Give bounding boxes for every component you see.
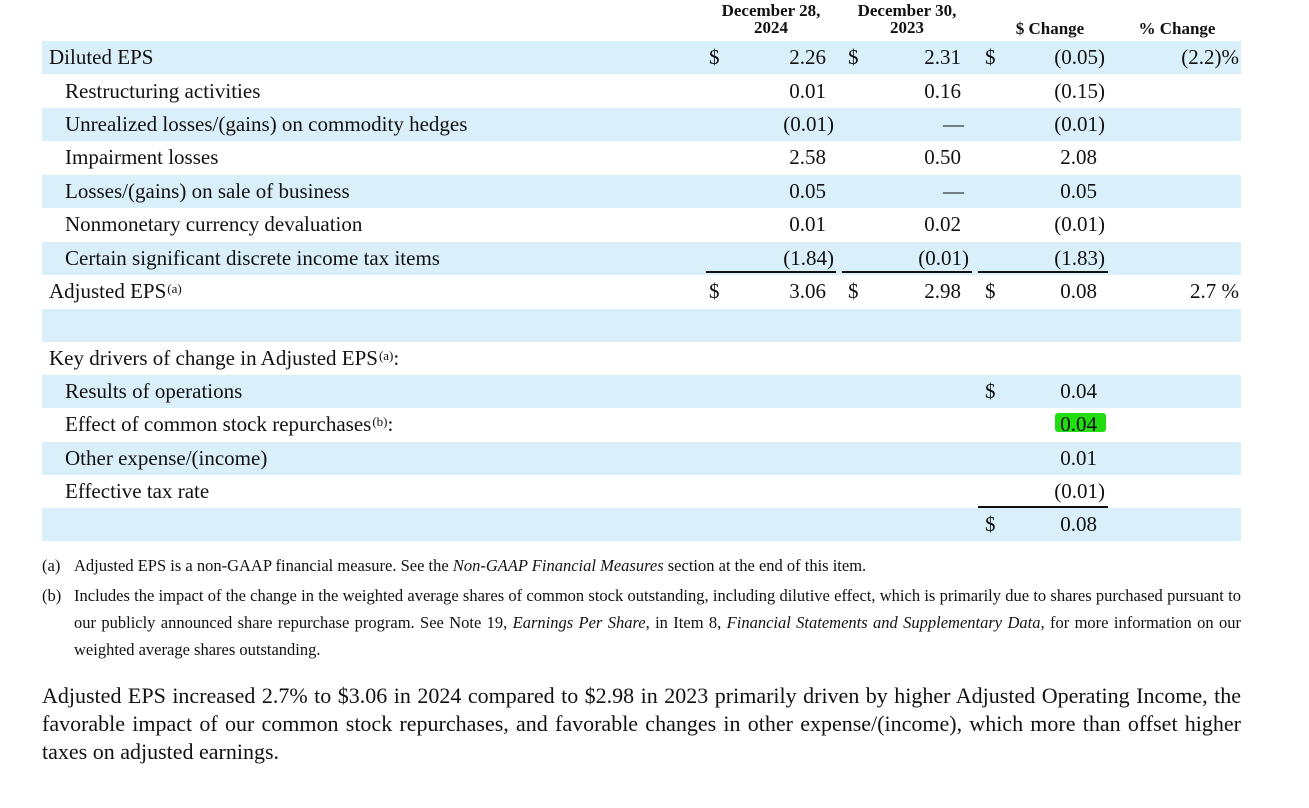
row-results-of-operations: Results of operations $0.04 [42, 375, 1241, 408]
row-drivers-total: $0.08 [42, 508, 1241, 541]
row-label: Losses/(gains) on sale of business [65, 179, 350, 203]
row-label: Adjusted EPS(a) [49, 279, 182, 303]
value-dollar-change: 0.04 [1060, 379, 1097, 403]
highlighter-mark [1055, 413, 1106, 432]
row-sale-of-business: Losses/(gains) on sale of business 0.05 — 0… [42, 175, 1241, 208]
currency-symbol: $ [709, 45, 720, 69]
value-percent-change: (2.2)% [1181, 45, 1239, 69]
value-dollar-change: 0.04 [1060, 412, 1097, 436]
row-label: Effective tax rate [65, 479, 210, 503]
row-label: Nonmonetary currency devaluation [65, 212, 363, 236]
header-dec-28-2024: December 28, 2024 [721, 1, 821, 37]
spacer-row [42, 309, 1241, 342]
footnote-a-tag: (a) [42, 556, 61, 575]
value-dollar-change: (0.01) [1054, 112, 1105, 136]
row-label: Unrealized losses/(gains) on commodity h… [65, 112, 468, 136]
row-diluted-eps: Diluted EPS $ $ $2.26 2.31 (0.05) (2.2)% [42, 41, 1241, 74]
value-percent-change: 2.7 % [1190, 279, 1239, 303]
footnote-a-text: Adjusted EPS is a non-GAAP financial mea… [74, 556, 867, 575]
currency-symbol: $ [985, 512, 996, 536]
row-label: Restructuring activities [65, 79, 261, 103]
value-dollar-change: (0.01) [1054, 212, 1105, 236]
value-2023: — [943, 179, 964, 203]
value-dollar-change: 0.08 [1060, 279, 1097, 303]
row-stock-repurchases: Effect of common stock repurchases(b): 0.… [42, 408, 1241, 441]
value-dollar-change: (0.05) [1054, 45, 1105, 69]
rule-col3-drivers [978, 506, 1108, 508]
currency-symbol: $ [985, 379, 996, 403]
currency-symbol: $ [709, 279, 720, 303]
footnote-ref: (a) [167, 281, 182, 296]
footnote-b: (b) Includes the impact of the change in… [42, 582, 1241, 666]
value-dollar-change: (0.01) [1054, 479, 1105, 503]
value-dollar-change: 0.01 [1060, 446, 1097, 470]
row-effective-tax-rate: Effective tax rate (0.01) [42, 475, 1241, 508]
currency-symbol: $ [848, 45, 859, 69]
value-2023: 2.31 [924, 45, 961, 69]
header-dec-30-2023: December 30, 2023 [857, 1, 957, 37]
value-2024: 0.01 [789, 212, 826, 236]
value-2023: 0.50 [924, 145, 961, 169]
footnote-b-text: Includes the impact of the change in the… [74, 586, 1241, 659]
value-dollar-change: 2.08 [1060, 145, 1097, 169]
rule-col3 [978, 271, 1108, 273]
header-percent-change: % Change [1138, 19, 1216, 38]
row-restructuring: Restructuring activities 0.01 0.16 (0.15) [42, 75, 1241, 108]
row-impairment: Impairment losses 2.58 0.50 2.08 [42, 141, 1241, 174]
value-2024: (1.84) [783, 246, 834, 270]
value-2024: 2.58 [789, 145, 826, 169]
value-2024: 2.26 [789, 45, 826, 69]
row-label: Certain significant discrete income tax … [65, 246, 440, 270]
row-label: Other expense/(income) [65, 446, 268, 470]
value-2024: 3.06 [789, 279, 826, 303]
value-2023: — [943, 112, 964, 136]
row-label: Impairment losses [65, 145, 219, 169]
footnote-a: (a) Adjusted EPS is a non-GAAP financial… [42, 552, 1241, 580]
value-dollar-change: 0.05 [1060, 179, 1097, 203]
row-label: Key drivers of change in Adjusted EPS(a)… [49, 346, 400, 370]
header-dollar-change: $ Change [1015, 19, 1085, 38]
value-2023: 2.98 [924, 279, 961, 303]
rule-col1 [706, 271, 836, 273]
value-2024: 0.01 [789, 79, 826, 103]
row-other-expense: Other expense/(income) 0.01 [42, 442, 1241, 475]
row-label: Diluted EPS [49, 45, 154, 69]
value-2023: (0.01) [918, 246, 969, 270]
value-dollar-change: (0.15) [1054, 79, 1105, 103]
row-discrete-tax: Certain significant discrete income tax … [42, 242, 1241, 275]
footnote-ref: (a) [378, 348, 394, 363]
row-adjusted-eps: Adjusted EPS(a) $ $ $3.06 2.98 0.08 2.7 % [42, 275, 1241, 308]
footnote-ref: (b) [372, 414, 388, 429]
summary-paragraph: Adjusted EPS increased 2.7% to $3.06 in … [42, 683, 1241, 764]
currency-symbol: $ [848, 279, 859, 303]
currency-symbol: $ [985, 279, 996, 303]
value-2023: 0.02 [924, 212, 961, 236]
row-unrealized-hedges: Unrealized losses/(gains) on commodity h… [42, 108, 1241, 141]
row-label: Effect of common stock repurchases(b): [65, 412, 394, 436]
value-2024: (0.01) [783, 112, 834, 136]
row-label: Results of operations [65, 379, 243, 403]
row-currency-devaluation: Nonmonetary currency devaluation 0.01 0.02… [42, 208, 1241, 241]
value-total-change: 0.08 [1060, 512, 1097, 536]
value-2024: 0.05 [789, 179, 826, 203]
footnote-b-tag: (b) [42, 586, 62, 605]
currency-symbol: $ [985, 45, 996, 69]
value-dollar-change: (1.83) [1054, 246, 1105, 270]
row-key-drivers-heading: Key drivers of change in Adjusted EPS(a)… [42, 342, 1241, 375]
value-2023: 0.16 [924, 79, 961, 103]
rule-col2 [842, 271, 972, 273]
